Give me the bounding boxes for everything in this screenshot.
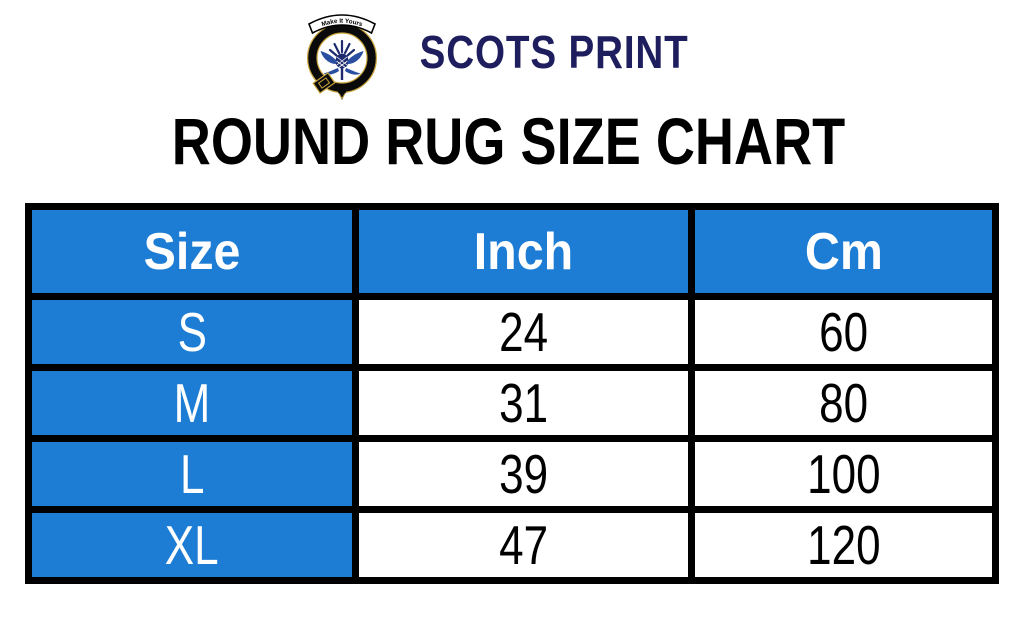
size-cell: S [25,293,359,371]
clan-crest-icon: Make It Yours [307,14,378,100]
crest-strap-tail [337,91,347,100]
header-cell-inch: Inch [352,203,695,300]
cm-cell: 120 [688,506,999,584]
inch-cell: 47 [352,506,695,584]
crest-banner [308,14,377,35]
header-row: Size Inch Cm [25,203,999,300]
inch-cell: 39 [352,435,695,513]
header-cell-size: Size [25,203,359,300]
table-row: M 31 80 [25,364,999,442]
table-row: L 39 100 [25,435,999,513]
table-row: XL 47 120 [25,506,999,584]
size-chart-table: Size Inch Cm S 24 60 M 31 80 L 39 100 XL [25,203,999,584]
thistle-icon [320,39,364,80]
inch-cell: 31 [352,364,695,442]
cm-cell: 100 [688,435,999,513]
size-cell: L [25,435,359,513]
brand-name: SCOTS PRINT [419,26,690,78]
crest-buckle [312,72,337,94]
cm-cell: 60 [688,293,999,371]
table-row: S 24 60 [25,293,999,371]
inch-cell: 24 [352,293,695,371]
cm-cell: 80 [688,364,999,442]
size-cell: M [25,364,359,442]
header-cell-cm: Cm [688,203,999,300]
size-cell: XL [25,506,359,584]
crest-motto-text: Make It Yours [321,18,364,29]
brand-header: Make It Yours SCOTS PRINT [0,0,1017,100]
page-title: ROUND RUG SIZE CHART [171,104,846,178]
